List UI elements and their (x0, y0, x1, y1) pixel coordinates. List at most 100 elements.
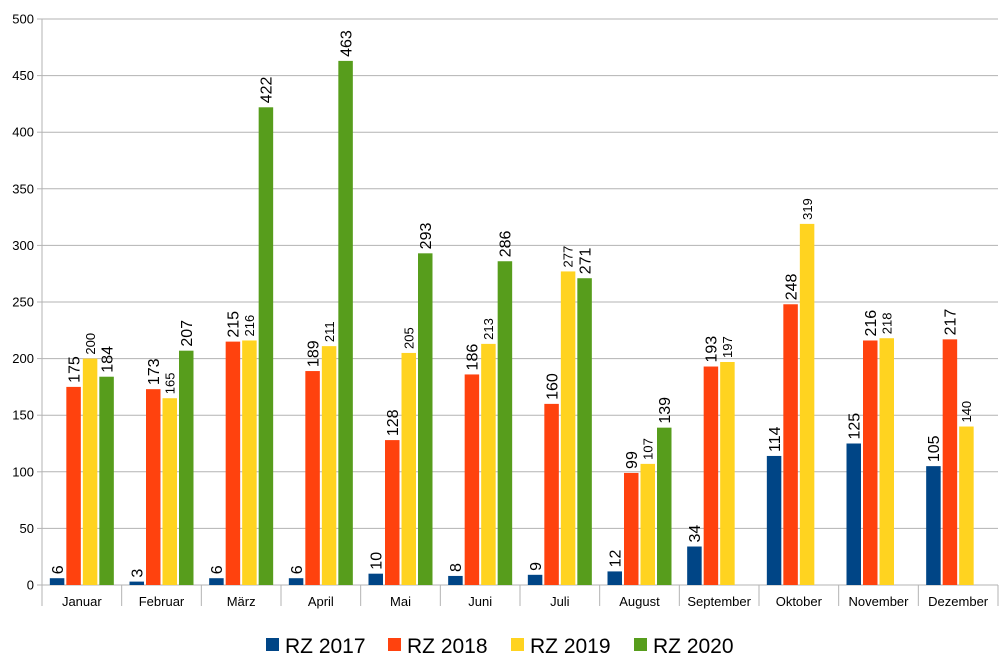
bar (657, 427, 672, 585)
data-label: 175 (66, 356, 83, 383)
bar (99, 376, 114, 585)
data-label: 114 (767, 426, 784, 452)
data-label: 207 (179, 320, 196, 347)
x-category-label: Mai (390, 594, 411, 609)
bar (82, 358, 98, 585)
bar (497, 261, 513, 585)
bar (926, 466, 941, 585)
bar (146, 389, 161, 585)
data-label: 125 (847, 413, 864, 440)
data-label: 286 (498, 230, 515, 257)
x-category-label: August (619, 594, 660, 609)
bar (162, 398, 177, 585)
data-label: 189 (305, 340, 322, 367)
data-label: 463 (338, 30, 355, 57)
data-label: 248 (783, 273, 800, 300)
data-label: 277 (561, 246, 576, 268)
y-tick-label: 0 (27, 578, 34, 593)
data-label: 12 (608, 550, 625, 568)
y-tick-label: 50 (20, 521, 34, 536)
x-category-label: Juni (468, 594, 492, 609)
bar (49, 578, 65, 585)
data-label: 293 (418, 223, 435, 250)
bar (799, 223, 815, 585)
bar (225, 341, 241, 585)
data-label: 8 (448, 563, 465, 572)
data-label: 217 (943, 309, 960, 336)
gridlines (42, 18, 998, 586)
legend-swatch (388, 638, 401, 651)
x-category-label: November (849, 594, 910, 609)
data-label: 213 (481, 318, 496, 340)
legend: RZ 2017 RZ 2018 RZ 2019 RZ 2020 (266, 635, 734, 658)
data-label: 200 (83, 333, 98, 355)
legend-label: RZ 2018 (407, 635, 488, 658)
bar (385, 440, 400, 585)
bar (703, 366, 719, 585)
bar (242, 340, 257, 585)
data-label: 165 (162, 373, 177, 395)
bar (66, 386, 81, 585)
bar (640, 463, 655, 585)
bar (607, 571, 622, 585)
bar (464, 374, 480, 585)
bar (863, 340, 878, 585)
data-label: 6 (50, 565, 67, 574)
y-tick-label: 300 (12, 238, 34, 253)
y-tick-label: 350 (12, 181, 34, 196)
bar (624, 472, 639, 585)
data-label: 216 (863, 310, 880, 337)
x-category-label: Februar (139, 594, 185, 609)
axes: 0 50 100 150 200 250 300 350 400 450 500 Januar Febr… (12, 12, 999, 609)
bar (288, 578, 304, 585)
bar (401, 352, 416, 585)
bar (766, 455, 782, 585)
legend-label: RZ 2020 (653, 635, 734, 658)
data-label: 205 (401, 327, 416, 349)
data-label: 105 (926, 435, 943, 462)
data-label: 34 (687, 525, 704, 543)
x-category-label: April (308, 594, 334, 609)
bar (258, 107, 274, 586)
x-category-label: Juli (550, 594, 570, 609)
bar (687, 546, 702, 585)
data-label: 319 (800, 198, 815, 220)
bar (448, 575, 463, 585)
data-label: 140 (959, 401, 974, 423)
bar (560, 271, 576, 585)
bar (481, 343, 496, 585)
bar (179, 350, 194, 585)
bar (368, 573, 383, 585)
y-tick-label: 450 (12, 68, 34, 83)
x-category-label: Oktober (776, 594, 823, 609)
data-label: 184 (99, 346, 116, 373)
data-label: 186 (465, 344, 482, 371)
bar (321, 346, 337, 585)
bar (783, 304, 798, 585)
bar (959, 426, 974, 585)
data-label: 271 (577, 247, 594, 274)
bar (879, 338, 894, 585)
bar (720, 361, 735, 585)
data-label: 422 (259, 76, 276, 103)
legend-swatch (634, 638, 647, 651)
x-category-label: Dezember (928, 594, 989, 609)
y-tick-label: 250 (12, 295, 34, 310)
data-label: 10 (369, 552, 386, 570)
data-label: 211 (322, 321, 337, 342)
bar (418, 253, 433, 585)
data-label: 99 (624, 451, 641, 469)
y-tick-label: 500 (12, 12, 34, 27)
y-tick-label: 400 (12, 125, 34, 140)
bar (129, 581, 144, 585)
x-category-label: Januar (62, 594, 102, 609)
bar (577, 278, 592, 585)
bar (527, 574, 543, 585)
bars (49, 60, 974, 586)
bar (544, 403, 559, 585)
data-label: 193 (704, 336, 721, 363)
x-category-label: September (687, 594, 751, 609)
bar (942, 339, 958, 585)
